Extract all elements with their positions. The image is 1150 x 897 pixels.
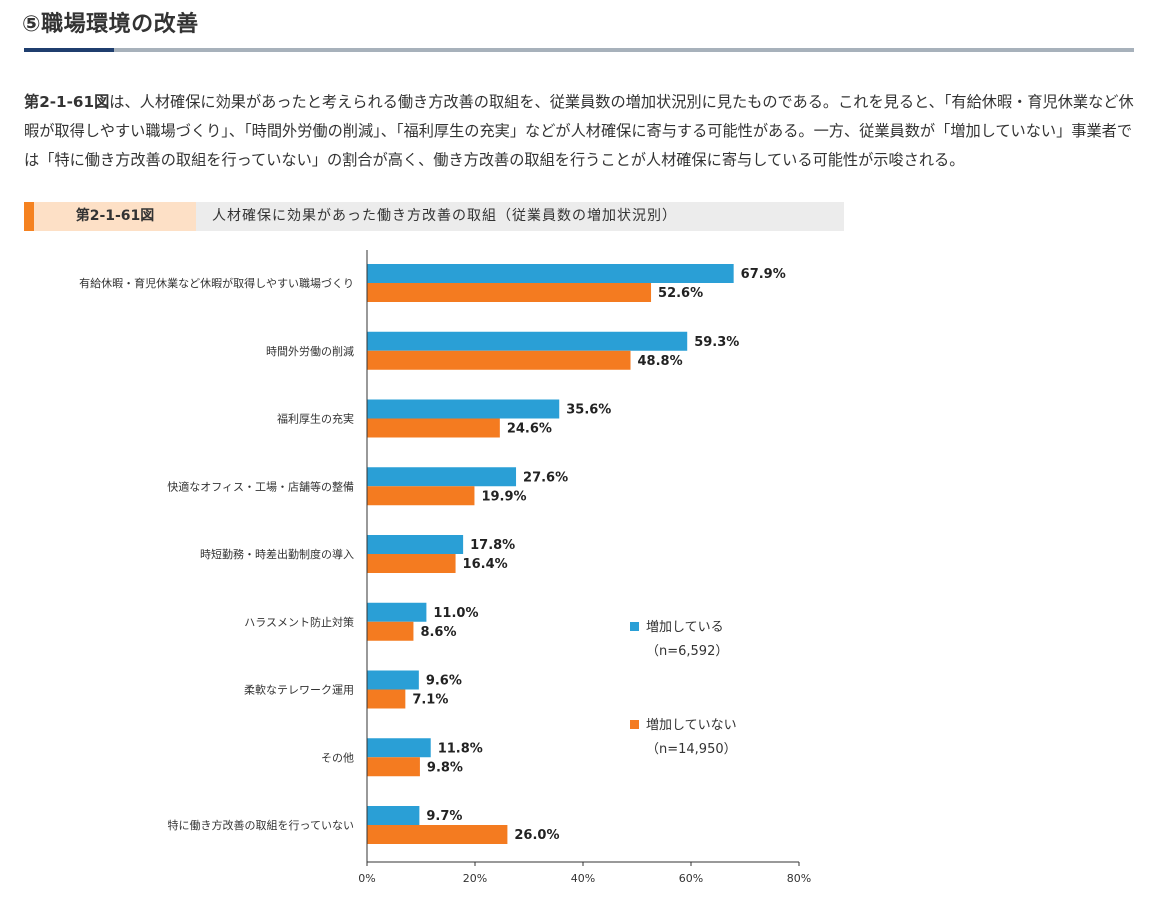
data-label: 7.1% (412, 693, 448, 708)
section-title: ⑤職場環境の改善 (22, 12, 199, 37)
x-tick-label: 20% (463, 872, 487, 885)
data-label: 67.9% (741, 267, 786, 282)
legend-swatch (630, 720, 639, 729)
bar (367, 418, 500, 438)
bar (367, 264, 734, 283)
bar (367, 467, 517, 487)
bar (367, 738, 431, 758)
bar (367, 283, 652, 302)
category-label: 時短勤務・時差出勤制度の導入 (200, 547, 354, 561)
bar (367, 621, 414, 641)
category-label: 有給休暇・育児休業など休暇が取得しやすい職場づくり (79, 276, 354, 290)
bar (367, 806, 420, 825)
data-label: 11.8% (438, 741, 483, 756)
data-label: 48.8% (638, 354, 683, 369)
category-label: 時間外労働の削減 (266, 344, 354, 358)
data-label: 17.8% (470, 538, 515, 553)
data-label: 19.9% (481, 489, 526, 504)
data-label: 27.6% (523, 470, 568, 485)
figure-reference: 第2-1-61図 (24, 93, 110, 111)
x-tick-label: 60% (679, 872, 703, 885)
bar (367, 399, 560, 419)
paragraph-text: は、人材確保に効果があったと考えられる働き方改善の取組を、従業員数の増加状況別に… (24, 93, 1134, 169)
category-label: 柔軟なテレワーク運用 (244, 683, 354, 697)
data-label: 9.8% (427, 760, 463, 775)
category-label: 快適なオフィス・工場・店舗等の整備 (167, 479, 354, 493)
x-tick-label: 40% (571, 872, 595, 885)
data-label: 35.6% (566, 403, 611, 418)
data-label: 26.0% (514, 828, 559, 843)
data-label: 16.4% (463, 557, 508, 572)
bar (367, 535, 464, 554)
category-label: ハラスメント防止対策 (244, 615, 354, 629)
legend-swatch (630, 622, 639, 631)
figure-title: 人材確保に効果があった働き方改善の取組（従業員数の増加状況別） (212, 208, 677, 224)
data-label: 52.6% (658, 286, 703, 301)
figure-header-accent (24, 202, 34, 231)
legend-sample-size: （n=14,950） (646, 742, 737, 757)
body-paragraph: 第2-1-61図は、人材確保に効果があったと考えられる働き方改善の取組を、従業員… (24, 88, 1136, 175)
data-label: 24.6% (507, 422, 552, 437)
legend-label: 増加していない (646, 718, 737, 733)
bar (367, 602, 427, 622)
legend-sample-size: （n=6,592） (646, 644, 728, 659)
category-label: 福利厚生の充実 (277, 412, 354, 426)
x-tick-label: 0% (358, 872, 375, 885)
category-label: 特に働き方改善の取組を行っていない (168, 818, 354, 832)
figure-number: 第2-1-61図 (34, 202, 196, 231)
bar (367, 670, 419, 690)
bar (367, 554, 456, 573)
bar (367, 486, 475, 506)
data-label: 59.3% (694, 335, 739, 350)
bar (367, 757, 420, 777)
data-label: 9.6% (426, 674, 462, 689)
bar (367, 331, 688, 351)
data-label: 9.7% (426, 809, 462, 824)
bar (367, 825, 508, 844)
category-label: その他 (321, 751, 354, 764)
data-label: 11.0% (433, 606, 478, 621)
figure-header: 第2-1-61図 人材確保に効果があった働き方改善の取組（従業員数の増加状況別） (24, 202, 844, 231)
bar (367, 689, 406, 709)
bar (367, 350, 631, 370)
title-underline (24, 48, 1134, 52)
x-tick-label: 80% (787, 872, 811, 885)
title-underline-accent (24, 48, 114, 52)
data-label: 8.6% (420, 625, 456, 640)
legend-label: 増加している (646, 620, 724, 635)
